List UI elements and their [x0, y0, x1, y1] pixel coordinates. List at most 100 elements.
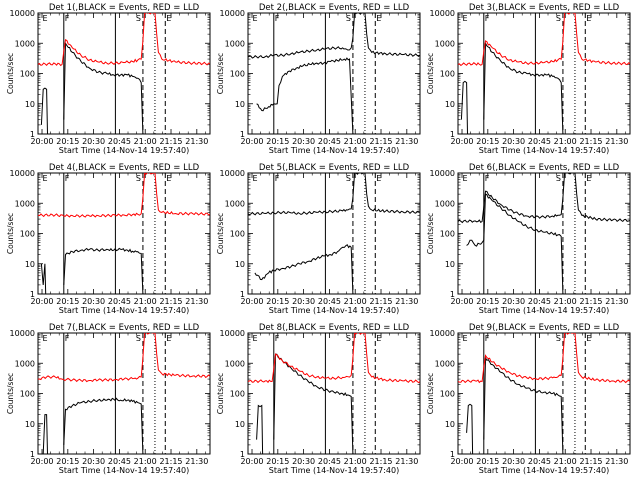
x-tick-label: 20:00	[450, 297, 473, 306]
y-tick-label: 1	[240, 130, 245, 139]
time-marker-label: E	[462, 14, 467, 23]
y-axis-label: Counts/sec	[216, 53, 225, 94]
time-marker-label: S	[136, 14, 141, 23]
time-marker-label: S	[136, 334, 141, 343]
x-tick-label: 21:15	[369, 297, 392, 306]
panel-title: Det 7(,BLACK = Events, RED = LLD	[49, 323, 200, 333]
x-tick-label: 20:45	[318, 137, 341, 146]
x-axis-label: Start Time (14-Nov-14 19:57:40)	[479, 466, 609, 475]
y-tick-label: 1	[30, 450, 35, 459]
x-tick-label: 20:00	[240, 297, 263, 306]
x-tick-label: 20:45	[528, 137, 551, 146]
events-series-line	[483, 356, 564, 454]
time-marker-label: S	[346, 14, 351, 23]
x-tick-label: 20:15	[266, 457, 289, 466]
panel-title: Det 9(,BLACK = Events, RED = LLD	[469, 323, 620, 333]
y-tick-label: 10	[235, 420, 245, 429]
x-tick-label: 20:30	[292, 297, 315, 306]
panel-title: Det 3(,BLACK = Events, RED = LLD	[469, 3, 620, 13]
x-tick-label: 20:30	[292, 137, 315, 146]
detector-panel: Det 7(,BLACK = Events, RED = LLD 1 10 100 10…	[6, 323, 211, 475]
detector-panel: Det 5(,BLACK = Events, RED = LLD 1 10 100 10…	[216, 163, 421, 315]
y-tick-label: 10	[25, 260, 35, 269]
time-marker-label: F	[65, 14, 70, 23]
time-marker-label: E	[586, 334, 591, 343]
y-tick-label: 10000	[430, 9, 455, 18]
y-tick-label: 10	[445, 260, 455, 269]
y-axis-label: Counts/sec	[426, 53, 435, 94]
y-tick-label: 10000	[220, 9, 245, 18]
y-axis-label: Counts/sec	[6, 53, 15, 94]
x-tick-label: 21:00	[344, 297, 367, 306]
panel-title: Det 8(,BLACK = Events, RED = LLD	[259, 323, 410, 333]
y-tick-label: 1000	[15, 39, 35, 48]
x-axis-label: Start Time (14-Nov-14 19:57:40)	[269, 146, 399, 155]
x-tick-label: 20:15	[56, 297, 79, 306]
events-series-line	[63, 397, 144, 454]
y-tick-label: 1	[240, 290, 245, 299]
x-tick-label: 21:30	[395, 457, 418, 466]
x-tick-label: 20:00	[450, 457, 473, 466]
y-tick-label: 10	[25, 420, 35, 429]
y-tick-label: 100	[230, 70, 245, 79]
y-axis-label: Counts/sec	[216, 373, 225, 414]
x-tick-label: 20:45	[108, 137, 131, 146]
lld-series-line	[38, 13, 210, 67]
x-tick-label: 21:30	[395, 137, 418, 146]
x-tick-label: 21:15	[159, 297, 182, 306]
time-marker-label: E	[462, 334, 467, 343]
y-tick-label: 10000	[430, 329, 455, 338]
time-marker-label: F	[275, 334, 280, 343]
x-tick-label: 20:45	[318, 297, 341, 306]
x-tick-label: 20:15	[476, 297, 499, 306]
time-marker-label: E	[42, 174, 47, 183]
y-tick-label: 1000	[435, 199, 455, 208]
x-tick-label: 20:45	[108, 457, 131, 466]
y-tick-label: 1000	[435, 39, 455, 48]
time-marker-label: S	[346, 174, 351, 183]
lld-series-line	[38, 173, 210, 218]
time-marker-label: S	[346, 334, 351, 343]
y-tick-label: 100	[440, 70, 455, 79]
panel-title: Det 5(,BLACK = Events, RED = LLD	[259, 163, 410, 173]
events-series-line	[248, 173, 420, 216]
x-tick-label: 20:30	[292, 457, 315, 466]
x-tick-label: 21:00	[554, 297, 577, 306]
y-tick-label: 1	[450, 130, 455, 139]
x-tick-label: 21:15	[369, 137, 392, 146]
y-tick-label: 10000	[220, 169, 245, 178]
x-tick-label: 20:15	[266, 297, 289, 306]
time-marker-label: E	[252, 174, 257, 183]
y-tick-label: 100	[20, 390, 35, 399]
y-tick-label: 1	[450, 450, 455, 459]
time-marker-label: E	[462, 174, 467, 183]
time-marker-label: F	[275, 14, 280, 23]
x-tick-label: 20:00	[240, 137, 263, 146]
events-series-line	[40, 87, 48, 134]
detector-panel: Det 3(,BLACK = Events, RED = LLD 1 10 100 10…	[426, 3, 631, 155]
events-series-line	[248, 13, 420, 59]
x-tick-label: 21:15	[369, 457, 392, 466]
panel-title: Det 4(,BLACK = Events, RED = LLD	[49, 163, 200, 173]
time-marker-label: E	[586, 174, 591, 183]
lld-series-line	[38, 333, 210, 383]
x-axis-label: Start Time (14-Nov-14 19:57:40)	[59, 306, 189, 315]
detector-panel: Det 1(,BLACK = Events, RED = LLD 1 10 100 10…	[6, 3, 211, 155]
detector-panel: Det 2(,BLACK = Events, RED = LLD 1 10 100 10…	[216, 3, 421, 155]
x-tick-label: 21:30	[185, 457, 208, 466]
x-tick-label: 21:30	[185, 297, 208, 306]
y-tick-label: 1	[240, 450, 245, 459]
y-tick-label: 10	[235, 100, 245, 109]
events-series-line	[63, 247, 144, 294]
y-tick-label: 1000	[435, 359, 455, 368]
time-marker-label: S	[556, 14, 561, 23]
detector-panel: Det 9(,BLACK = Events, RED = LLD 1 10 100 10…	[426, 323, 631, 475]
y-tick-label: 100	[440, 230, 455, 239]
x-tick-label: 20:00	[240, 457, 263, 466]
y-tick-label: 10	[445, 420, 455, 429]
x-tick-label: 21:15	[159, 457, 182, 466]
x-tick-label: 20:15	[266, 137, 289, 146]
x-tick-label: 21:00	[344, 137, 367, 146]
x-tick-label: 20:15	[476, 137, 499, 146]
